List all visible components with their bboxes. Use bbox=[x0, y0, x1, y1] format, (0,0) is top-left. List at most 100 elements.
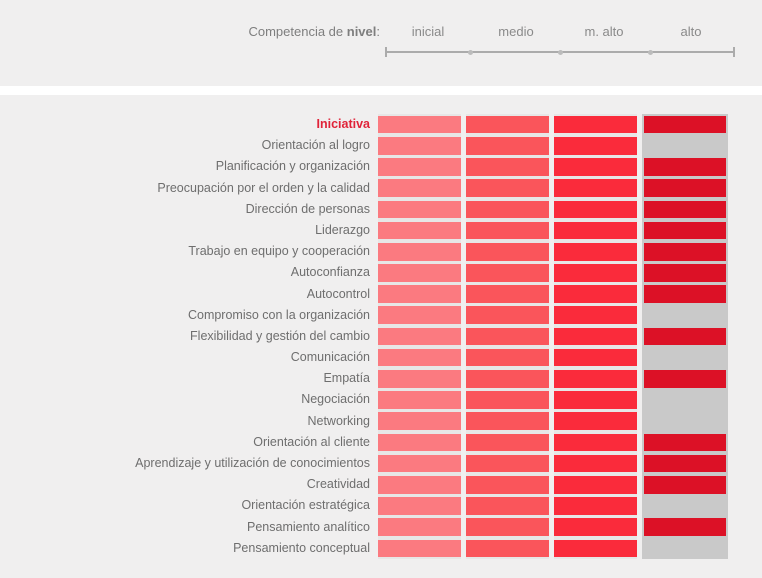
competency-label[interactable]: Creatividad bbox=[306, 477, 370, 492]
level-bar bbox=[378, 264, 461, 282]
cell-medio bbox=[466, 262, 549, 284]
competency-label[interactable]: Negociación bbox=[301, 392, 370, 407]
table-row: Autoconfianza bbox=[0, 262, 762, 284]
table-row: Pensamiento analítico bbox=[0, 516, 762, 538]
competency-label[interactable]: Orientación al logro bbox=[261, 138, 370, 153]
level-bar bbox=[378, 136, 461, 155]
level-bar bbox=[554, 412, 637, 431]
table-row: Negociación bbox=[0, 389, 762, 411]
cell-m-alto bbox=[554, 304, 637, 326]
level-bar bbox=[466, 391, 549, 409]
level-bar bbox=[466, 221, 549, 240]
cell-alto bbox=[642, 516, 728, 538]
table-row: Comunicación bbox=[0, 347, 762, 369]
cell-inicial bbox=[378, 177, 461, 199]
table-row: Orientación al cliente bbox=[0, 431, 762, 453]
level-bar bbox=[554, 221, 637, 240]
level-bar bbox=[466, 539, 549, 558]
level-bar bbox=[378, 327, 461, 346]
cell-inicial bbox=[378, 198, 461, 220]
competency-label[interactable]: Pensamiento conceptual bbox=[233, 540, 370, 555]
competency-label[interactable]: Networking bbox=[307, 413, 370, 428]
cell-medio bbox=[466, 537, 549, 559]
level-bar bbox=[378, 370, 461, 388]
cell-inicial bbox=[378, 304, 461, 326]
level-bar bbox=[378, 221, 461, 240]
cell-medio bbox=[466, 304, 549, 326]
competency-label[interactable]: Empatía bbox=[323, 371, 370, 386]
level-bar bbox=[466, 242, 549, 261]
level-bar bbox=[378, 285, 461, 303]
cell-alto bbox=[642, 262, 728, 284]
competency-label[interactable]: Aprendizaje y utilización de conocimient… bbox=[135, 456, 370, 470]
competency-label[interactable]: Compromiso con la organización bbox=[187, 307, 370, 322]
level-bar bbox=[466, 475, 549, 494]
level-bar bbox=[378, 475, 461, 494]
competency-label[interactable]: Orientación estratégica bbox=[241, 498, 370, 513]
cell-alto bbox=[642, 114, 728, 136]
cell-alto bbox=[642, 241, 728, 263]
cell-m-alto bbox=[554, 495, 637, 517]
cell-alto bbox=[642, 219, 728, 242]
table-row: Creatividad bbox=[0, 474, 762, 496]
level-bar bbox=[378, 200, 461, 219]
cell-inicial bbox=[378, 474, 461, 496]
competency-label[interactable]: Pensamiento analítico bbox=[247, 519, 370, 534]
chart-caption: Competencia de nivel: bbox=[0, 24, 380, 39]
level-bar bbox=[378, 518, 461, 536]
level-bar bbox=[554, 136, 637, 155]
cell-alto bbox=[642, 431, 728, 453]
competency-label[interactable]: Orientación al cliente bbox=[253, 434, 370, 449]
level-bar bbox=[554, 370, 637, 388]
cell-m-alto bbox=[554, 219, 637, 242]
competency-label[interactable]: Iniciativa bbox=[316, 117, 371, 131]
level-bar bbox=[644, 158, 726, 176]
competency-label[interactable]: Autocontrol bbox=[306, 286, 370, 301]
cell-m-alto bbox=[554, 262, 637, 284]
competency-label[interactable]: Trabajo en equipo y cooperación bbox=[188, 244, 370, 259]
level-bar bbox=[554, 306, 637, 325]
cell-medio bbox=[466, 325, 549, 348]
level-bar bbox=[378, 433, 461, 452]
competency-label[interactable]: Preocupación por el orden y la calidad bbox=[157, 180, 370, 195]
level-bar bbox=[554, 391, 637, 409]
cell-alto bbox=[642, 368, 728, 390]
table-row: Trabajo en equipo y cooperación bbox=[0, 241, 762, 263]
cell-alto bbox=[642, 156, 728, 178]
level-bar bbox=[466, 264, 549, 282]
cell-inicial bbox=[378, 135, 461, 157]
competency-label[interactable]: Autoconfianza bbox=[290, 265, 370, 280]
level-bar bbox=[378, 412, 461, 431]
cell-medio bbox=[466, 453, 549, 475]
cell-medio bbox=[466, 347, 549, 369]
level-bar bbox=[554, 433, 637, 452]
cell-inicial bbox=[378, 219, 461, 242]
cell-m-alto bbox=[554, 389, 637, 411]
competency-label[interactable]: Liderazgo bbox=[315, 222, 370, 237]
cell-alto bbox=[642, 347, 728, 369]
cell-inicial bbox=[378, 368, 461, 390]
level-bar bbox=[466, 370, 549, 388]
axis-marker-3 bbox=[648, 50, 653, 55]
cell-alto bbox=[642, 177, 728, 199]
caption-colon: : bbox=[376, 24, 380, 39]
cell-alto bbox=[642, 389, 728, 411]
competency-label[interactable]: Comunicación bbox=[290, 350, 370, 365]
cell-medio bbox=[466, 410, 549, 432]
cell-inicial bbox=[378, 241, 461, 263]
level-label-medio: medio bbox=[498, 24, 534, 39]
level-bar bbox=[644, 200, 726, 219]
competency-label[interactable]: Flexibilidad y gestión del cambio bbox=[190, 328, 370, 343]
cell-medio bbox=[466, 198, 549, 220]
cell-medio bbox=[466, 368, 549, 390]
level-bar bbox=[644, 242, 726, 261]
level-bar bbox=[644, 115, 726, 134]
level-bar bbox=[644, 327, 726, 346]
level-label-m-alto: m. alto bbox=[584, 24, 624, 39]
level-bar bbox=[466, 327, 549, 346]
table-row: Preocupación por el orden y la calidad bbox=[0, 177, 762, 199]
competency-label[interactable]: Planificación y organización bbox=[215, 159, 370, 174]
competency-label[interactable]: Dirección de personas bbox=[245, 201, 370, 216]
level-bar bbox=[378, 242, 461, 261]
level-bar bbox=[644, 285, 726, 303]
